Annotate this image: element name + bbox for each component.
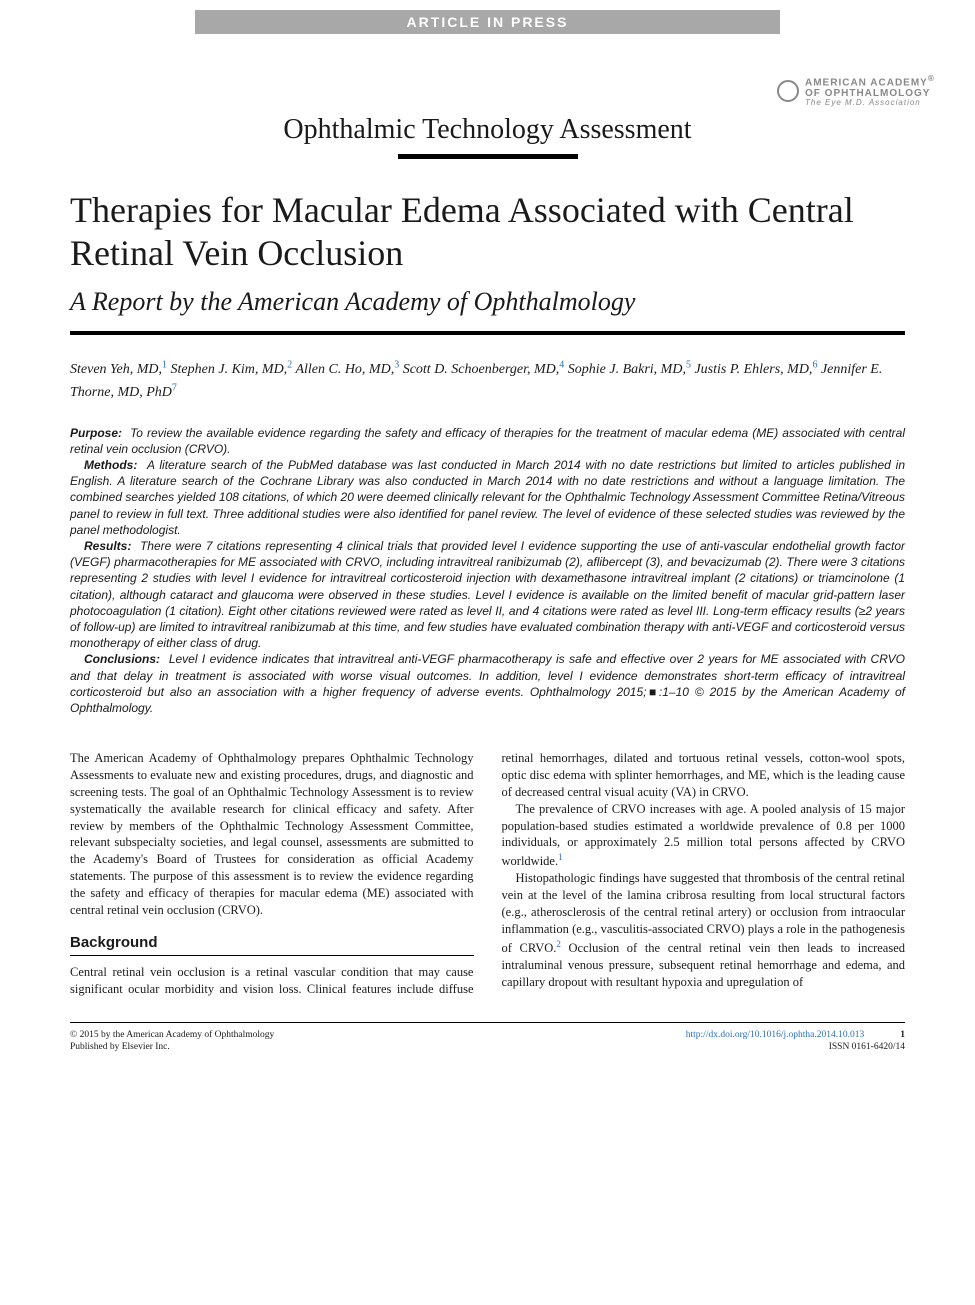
logo-line1: AMERICAN ACADEMY	[805, 77, 928, 88]
purpose-text: To review the available evidence regardi…	[70, 426, 905, 456]
page-content: AMERICAN ACADEMY® OF OPHTHALMOLOGY The E…	[0, 34, 975, 1094]
abstract-block: Purpose: To review the available evidenc…	[70, 425, 905, 716]
logo-tagline: The Eye M.D. Association	[805, 99, 935, 108]
author: Sophie J. Bakri, MD,5	[568, 362, 691, 377]
author-affiliation: 4	[559, 359, 564, 370]
results-text: There were 7 citations representing 4 cl…	[70, 539, 905, 650]
author: Scott D. Schoenberger, MD,4	[403, 362, 565, 377]
author-affiliation: 3	[394, 359, 399, 370]
abstract-conclusions: Conclusions: Level I evidence indicates …	[70, 651, 905, 716]
abstract-methods: Methods: A literature search of the PubM…	[70, 457, 905, 538]
author-affiliation: 1	[162, 359, 167, 370]
article-subtitle: A Report by the American Academy of Opht…	[70, 287, 905, 317]
methods-text: A literature search of the PubMed databa…	[70, 458, 905, 537]
results-label: Results:	[84, 539, 131, 553]
author: Stephen J. Kim, MD,2	[171, 362, 293, 377]
footer-doi-link[interactable]: http://dx.doi.org/10.1016/j.ophtha.2014.…	[686, 1030, 864, 1040]
footer-copyright: © 2015 by the American Academy of Ophtha…	[70, 1029, 274, 1041]
page-footer: © 2015 by the American Academy of Ophtha…	[70, 1022, 905, 1054]
author: Justis P. Ehlers, MD,6	[694, 362, 817, 377]
background-p3b-text: Occlusion of the central retinal vein th…	[502, 941, 906, 989]
author: Steven Yeh, MD,1	[70, 362, 167, 377]
author: Allen C. Ho, MD,3	[295, 362, 399, 377]
section-label: Ophthalmic Technology Assessment	[70, 114, 905, 146]
footer-publisher: Published by Elsevier Inc.	[70, 1041, 274, 1053]
methods-label: Methods:	[84, 458, 137, 472]
conclusions-text: Level I evidence indicates that intravit…	[70, 652, 905, 715]
body-columns: The American Academy of Ophthalmology pr…	[70, 750, 905, 998]
section-rule	[398, 154, 578, 159]
author-affiliation: 5	[686, 359, 691, 370]
article-title: Therapies for Macular Edema Associated w…	[70, 189, 905, 275]
footer-issn: ISSN 0161-6420/14	[686, 1041, 905, 1053]
background-p2: The prevalence of CRVO increases with ag…	[502, 801, 906, 871]
title-rule	[70, 331, 905, 335]
purpose-label: Purpose:	[70, 426, 122, 440]
author-affiliation: 6	[812, 359, 817, 370]
heading-rule	[70, 955, 474, 956]
background-p3: Histopathologic findings have suggested …	[502, 870, 906, 990]
conclusions-label: Conclusions:	[84, 652, 160, 666]
author-affiliation: 2	[287, 359, 292, 370]
author-list: Steven Yeh, MD,1 Stephen J. Kim, MD,2 Al…	[70, 357, 905, 402]
intro-paragraph: The American Academy of Ophthalmology pr…	[70, 750, 474, 919]
citation-1[interactable]: 1	[558, 852, 563, 862]
article-in-press-banner: ARTICLE IN PRESS	[195, 10, 780, 34]
author-affiliation: 7	[172, 382, 177, 393]
page-number: 1	[900, 1030, 905, 1040]
publisher-logo: AMERICAN ACADEMY® OF OPHTHALMOLOGY The E…	[777, 74, 935, 108]
abstract-purpose: Purpose: To review the available evidenc…	[70, 425, 905, 457]
background-heading: Background	[70, 933, 474, 953]
aao-logo-icon	[777, 80, 799, 102]
abstract-results: Results: There were 7 citations represen…	[70, 538, 905, 651]
